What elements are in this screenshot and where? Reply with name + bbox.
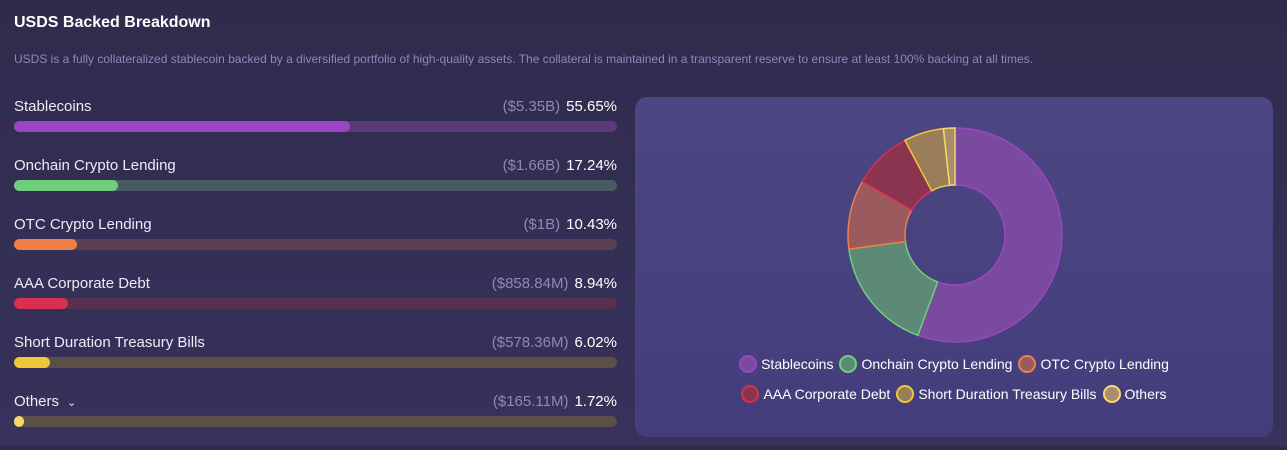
category-value: ($5.35B) 55.65% (502, 98, 617, 115)
legend-label: AAA Corporate Debt (763, 386, 891, 402)
progress-track (14, 239, 617, 250)
breakdown-row: OTC Crypto Lending ($1B) 10.43% (14, 214, 617, 273)
progress-fill (14, 416, 25, 427)
legend-item[interactable]: AAA Corporate Debt (741, 381, 890, 407)
category-label: Others ⌄ (14, 393, 77, 410)
category-value: ($578.36M) 6.02% (491, 334, 617, 351)
progress-track (14, 416, 617, 427)
progress-track (14, 298, 617, 309)
legend-label: Onchain Crypto Lending (861, 356, 1013, 372)
legend-swatch (839, 355, 858, 373)
breakdown-row: Onchain Crypto Lending ($1.66B) 17.24% (14, 155, 617, 214)
category-label: AAA Corporate Debt (14, 275, 150, 292)
chart-legend: Stablecoins Onchain Crypto Lending OTC Cry… (635, 351, 1273, 411)
legend-label: OTC Crypto Lending (1040, 356, 1169, 372)
legend-item[interactable]: Stablecoins (739, 351, 833, 377)
category-label: Onchain Crypto Lending (14, 157, 176, 174)
page-title: USDS Backed Breakdown (14, 14, 211, 31)
progress-fill (14, 239, 77, 250)
legend-item[interactable]: OTC Crypto Lending (1018, 351, 1169, 377)
legend-swatch (739, 355, 758, 373)
category-label: Short Duration Treasury Bills (14, 334, 205, 351)
donut-slice-stablecoins[interactable] (916, 127, 1063, 343)
progress-fill (14, 180, 118, 191)
category-value: ($165.11M) 1.72% (492, 393, 617, 410)
category-value: ($1.66B) 17.24% (502, 157, 617, 174)
legend-item[interactable]: Short Duration Treasury Bills (896, 381, 1097, 407)
description: USDS is a fully collateralized stablecoi… (14, 52, 1033, 66)
chevron-down-icon[interactable]: ⌄ (67, 397, 77, 409)
breakdown-row: Stablecoins ($5.35B) 55.65% (14, 96, 617, 155)
legend-swatch (896, 385, 915, 403)
legend-swatch (741, 385, 760, 403)
legend-item[interactable]: Onchain Crypto Lending (839, 351, 1012, 377)
category-label: Stablecoins (14, 98, 92, 115)
progress-track (14, 180, 617, 191)
category-value: ($1B) 10.43% (523, 216, 617, 233)
donut-slice-others[interactable] (942, 127, 956, 187)
progress-fill (14, 357, 51, 368)
legend-swatch (1018, 355, 1037, 373)
progress-fill (14, 298, 68, 309)
category-label: OTC Crypto Lending (14, 216, 152, 233)
progress-fill (14, 121, 350, 132)
donut-chart (847, 127, 1063, 343)
legend-swatch (1102, 385, 1121, 403)
breakdown-row: AAA Corporate Debt ($858.84M) 8.94% (14, 273, 617, 332)
breakdown-row: Short Duration Treasury Bills ($578.36M)… (14, 332, 617, 391)
legend-label: Short Duration Treasury Bills (918, 386, 1097, 402)
legend-label: Others (1124, 386, 1167, 402)
category-value: ($858.84M) 8.94% (491, 275, 617, 292)
legend-item[interactable]: Others (1102, 381, 1167, 407)
legend-label: Stablecoins (761, 356, 834, 372)
progress-track (14, 121, 617, 132)
breakdown-list: Stablecoins ($5.35B) 55.65% Onchain Crypt… (14, 96, 617, 450)
chart-card: Stablecoins Onchain Crypto Lending OTC Cry… (635, 97, 1273, 437)
progress-track (14, 357, 617, 368)
breakdown-row[interactable]: Others ⌄ ($165.11M) 1.72% (14, 391, 617, 450)
